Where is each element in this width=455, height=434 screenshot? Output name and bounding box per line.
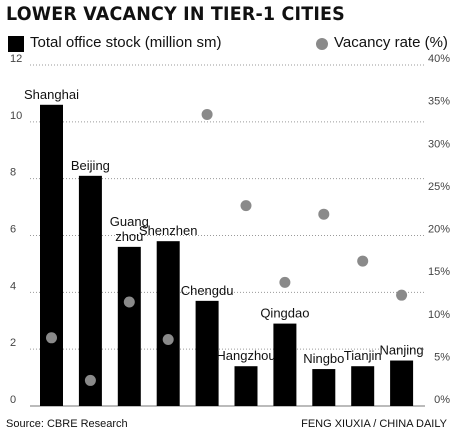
legend-bar-label: Total office stock (million sm) bbox=[30, 34, 222, 51]
y-left-tick-label: 2 bbox=[10, 337, 16, 349]
bar-label-guangzhou: zhou bbox=[115, 229, 143, 244]
bar-label-tianjin: Tianjin bbox=[344, 348, 382, 363]
bar-label-ningbo: Ningbo bbox=[303, 351, 344, 366]
bar-guangzhou bbox=[117, 246, 141, 406]
y-right-tick-label: 35% bbox=[428, 96, 450, 108]
bar-tianjin bbox=[351, 366, 375, 406]
y-left-tick-label: 12 bbox=[10, 53, 22, 65]
bar-hangzhou bbox=[234, 366, 258, 406]
bar-label-guangzhou: Guang bbox=[110, 214, 149, 229]
y-left-tick-label: 10 bbox=[10, 110, 22, 122]
y-right-tick-label: 25% bbox=[428, 181, 450, 193]
y-left-tick-label: 6 bbox=[10, 224, 16, 236]
vacancy-dot-hangzhou bbox=[240, 200, 252, 212]
vacancy-dot-ningbo bbox=[318, 208, 330, 220]
y-right-tick-label: 10% bbox=[428, 309, 450, 321]
bar-shanghai bbox=[40, 104, 63, 407]
legend-dot-swatch bbox=[316, 38, 328, 50]
bar-nanjing bbox=[390, 360, 414, 406]
bar-ningbo bbox=[312, 369, 336, 406]
y-right-tick-label: 5% bbox=[434, 351, 450, 363]
y-right-tick-label: 15% bbox=[428, 266, 450, 278]
y-left-tick-label: 0 bbox=[10, 394, 16, 406]
bar-label-beijing: Beijing bbox=[71, 158, 110, 173]
bar-label-chengdu: Chengdu bbox=[181, 283, 234, 298]
vacancy-dot-beijing bbox=[84, 374, 96, 386]
bar-beijing bbox=[78, 175, 102, 406]
bar-chengdu bbox=[195, 300, 219, 406]
chart-title: LOWER VACANCY IN TIER-1 CITIES bbox=[6, 3, 345, 25]
y-left-tick-label: 8 bbox=[10, 167, 16, 179]
vacancy-dot-qingdao bbox=[279, 276, 291, 288]
source-note: Source: CBRE Research bbox=[6, 418, 128, 430]
legend-dot-label: Vacancy rate (%) bbox=[334, 34, 448, 51]
y-left-tick-label: 4 bbox=[10, 280, 16, 292]
legend-bar-swatch bbox=[8, 36, 24, 52]
vacancy-dot-guangzhou bbox=[123, 296, 135, 308]
bar-label-nanjing: Nanjing bbox=[380, 343, 424, 358]
bar-label-shanghai: Shanghai bbox=[24, 87, 79, 102]
vacancy-dot-shenzhen bbox=[162, 334, 174, 346]
vacancy-dot-nanjing bbox=[396, 289, 408, 301]
bar-shenzhen bbox=[156, 241, 180, 406]
bar-label-hangzhou: Hangzhou bbox=[216, 348, 275, 363]
bar-qingdao bbox=[273, 323, 297, 406]
vacancy-dot-chengdu bbox=[201, 108, 213, 120]
credit-note: FENG XIUXIA / CHINA DAILY bbox=[301, 418, 447, 430]
vacancy-dot-tianjin bbox=[357, 255, 369, 267]
y-right-tick-label: 30% bbox=[428, 138, 450, 150]
y-right-tick-label: 20% bbox=[428, 224, 450, 236]
vacancy-dot-shanghai bbox=[46, 332, 57, 344]
bar-label-qingdao: Qingdao bbox=[260, 306, 309, 321]
y-right-tick-label: 40% bbox=[428, 53, 450, 65]
y-right-tick-label: 0% bbox=[434, 394, 450, 406]
bar-label-shenzhen: Shenzhen bbox=[139, 223, 198, 238]
